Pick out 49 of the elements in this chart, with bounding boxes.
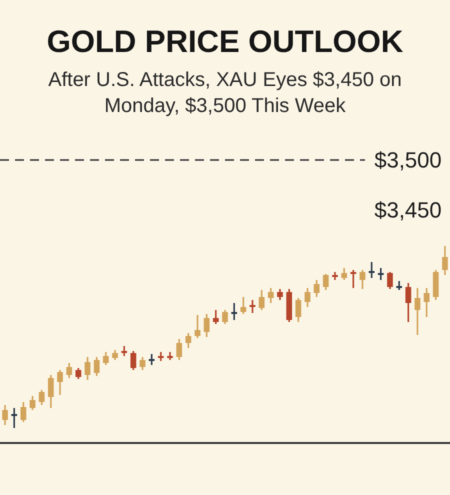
candlestick [176,338,182,361]
candlestick [94,356,100,377]
candlestick [424,287,430,318]
candlestick [38,389,45,406]
candlestick [11,407,18,429]
candlestick [332,271,338,281]
candlestick [140,356,146,371]
candlestick [148,353,155,366]
candlestick [75,367,82,380]
candlestick [295,297,302,323]
candlestick [277,288,283,301]
candlestick [378,267,384,281]
candlestick [341,267,348,281]
candlestick [20,401,26,423]
candlestick [222,309,228,325]
candlestick [268,287,274,304]
candlestick [48,374,54,409]
candlestick [194,314,200,339]
candlestick [121,345,128,357]
candlestick [66,362,72,379]
candlestick [167,351,173,361]
candlestick [185,332,192,349]
candlestick [2,404,8,426]
candlestick [102,351,109,366]
candlestick [258,289,265,311]
candlestick [405,282,412,323]
candlestick [350,269,356,289]
candlestick [30,395,36,411]
candlestick [57,369,63,396]
candlestick [314,279,320,298]
candlestick [414,287,420,336]
candlestick [442,245,448,276]
candlestick [130,350,136,371]
candlestick [360,269,366,290]
candlestick [231,302,238,321]
candlestick [112,349,118,361]
text: After U.S. Attacks, XAU Eyes $3,450 on Monday, $3,500 This Week [48,69,402,117]
candlestick [250,299,256,314]
candlestick [322,273,329,291]
candlestick [387,271,393,290]
candlestick [204,313,210,338]
candlestick [212,309,219,325]
candlestick [304,287,310,308]
candlestick [240,296,246,315]
y-tick-label: $3,500 [374,148,442,172]
y-tick-label: $3,450 [374,198,442,222]
text: GOLD PRICE OUTLOOK [46,24,404,59]
candlestick [368,261,375,279]
candlestick [84,356,90,381]
